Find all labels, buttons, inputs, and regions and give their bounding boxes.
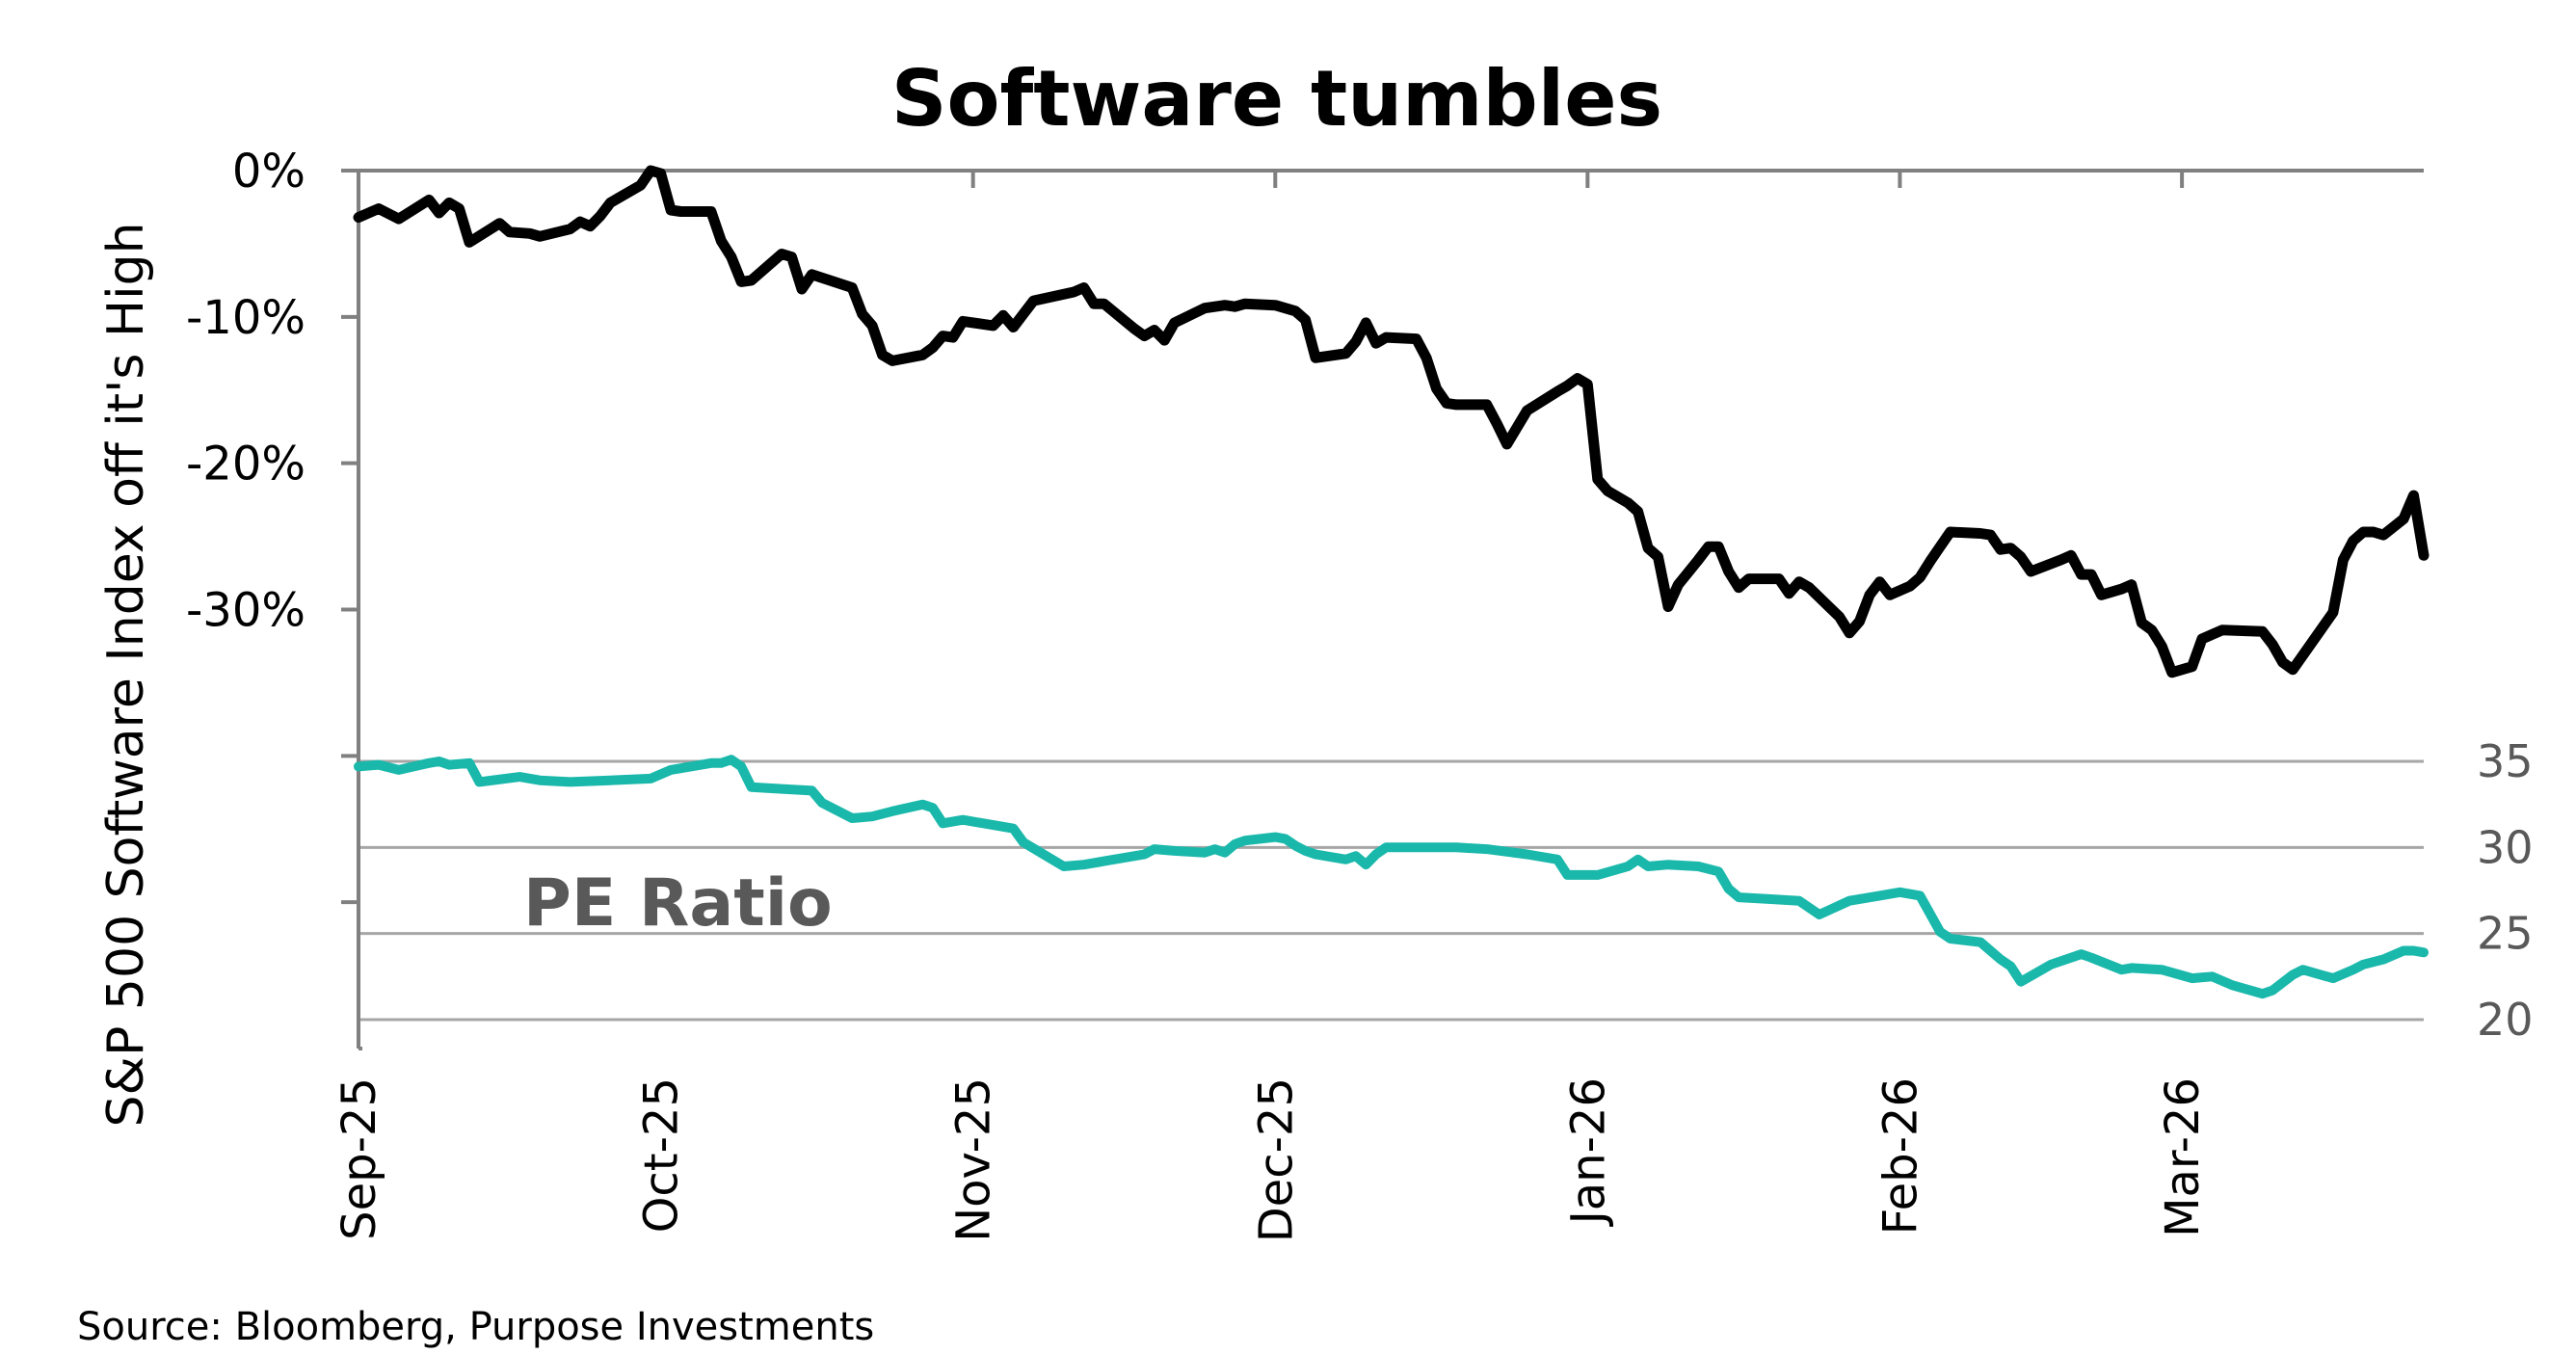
right-tick-label: 35: [2477, 735, 2534, 787]
annotation-pe-ratio: PE Ratio: [523, 865, 833, 942]
axes: [341, 169, 2424, 1050]
y-axis-label: S&P 500 Software Index off it's High: [97, 222, 155, 1127]
x-tick-label: Oct-25: [635, 1077, 689, 1233]
right-tick-label: 25: [2477, 908, 2534, 960]
y-tick-label: 0%: [232, 145, 305, 199]
series-line-index: [353, 165, 2430, 678]
series-line-pe-ratio: [354, 755, 2429, 999]
chart-title: Software tumbles: [891, 54, 1662, 144]
x-tick-label: Sep-25: [332, 1077, 386, 1240]
x-tick-label: Dec-25: [1249, 1077, 1303, 1242]
x-tick-label: Mar-26: [2156, 1077, 2210, 1237]
x-tick-label: Nov-25: [947, 1077, 1001, 1242]
y-tick-label: -10%: [186, 291, 305, 345]
tick-labels: 20 25 30 35 0% -10% -20% -30% Sep-25 Oct-25 Nov-25…: [186, 145, 2534, 1242]
source-note: Source: Bloomberg, Purpose Investments: [77, 1305, 874, 1349]
series-lines: [353, 165, 2430, 999]
x-tick-label: Jan-26: [1561, 1077, 1615, 1227]
y-tick-label: -20%: [186, 438, 305, 492]
x-tick-label: Feb-26: [1873, 1077, 1927, 1235]
right-tick-label: 30: [2477, 821, 2534, 873]
right-tick-label: 20: [2477, 994, 2534, 1046]
y-tick-label: -30%: [186, 584, 305, 638]
